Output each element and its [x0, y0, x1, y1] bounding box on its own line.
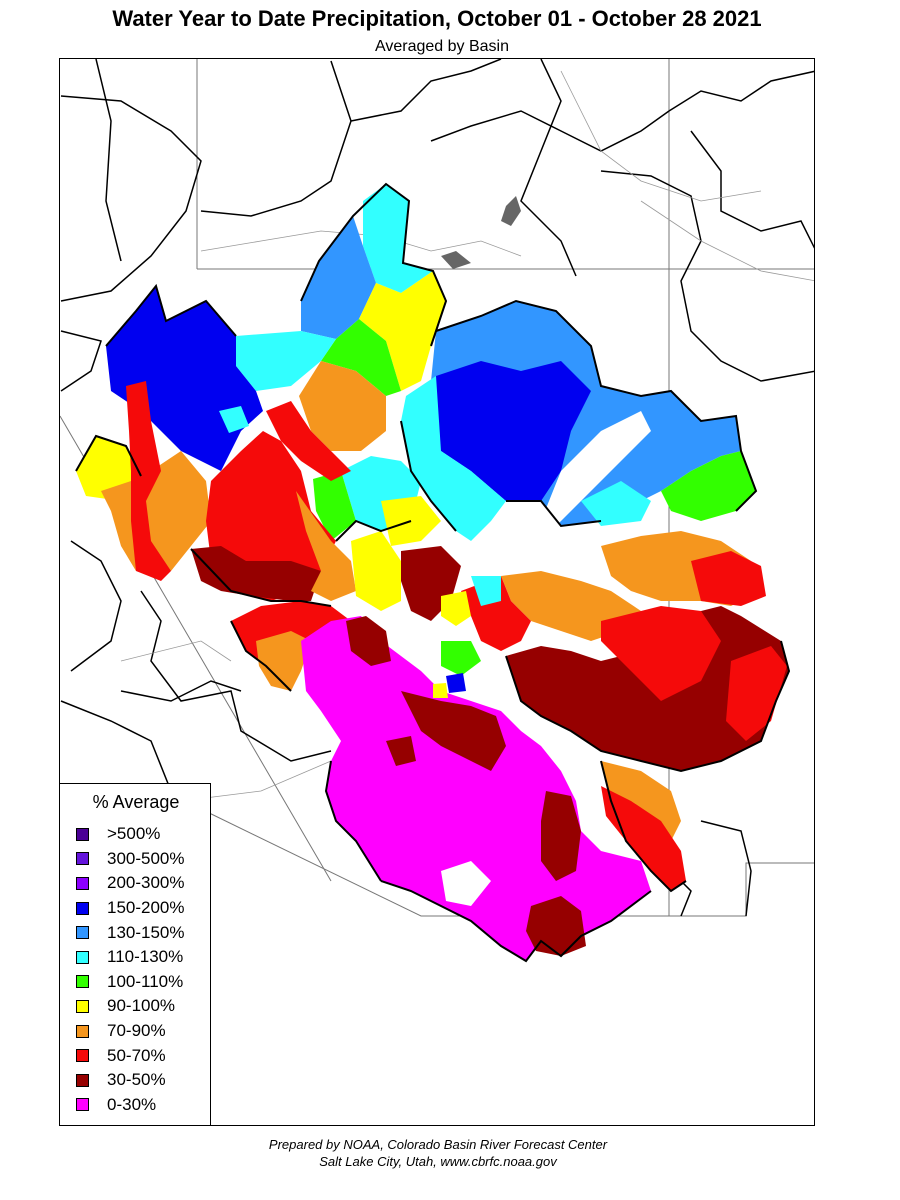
map-title: Water Year to Date Precipitation, Octobe…	[112, 6, 762, 31]
legend-label: 130-150%	[107, 922, 185, 942]
legend-title: % Average	[92, 792, 180, 812]
legend-swatch	[76, 1098, 89, 1112]
legend-swatch	[76, 1024, 89, 1038]
legend-swatch	[76, 950, 89, 964]
legend-label: 110-130%	[107, 947, 184, 967]
legend-label: 150-200%	[107, 898, 185, 918]
legend-item: 90-100%	[76, 994, 185, 1019]
outer-basin-lines	[60, 59, 814, 917]
legend-item: 300-500%	[76, 847, 185, 872]
legend-swatch	[76, 876, 89, 890]
legend-label: 100-110%	[107, 971, 184, 991]
basin-borders	[75, 182, 791, 963]
legend-swatch	[76, 926, 89, 940]
footer-location: Salt Lake City, Utah, www.cbrfc.noaa.gov	[319, 1154, 557, 1169]
legend-label: 90-100%	[107, 996, 176, 1016]
legend-item: 0-30%	[76, 1093, 185, 1118]
footer-credit: Prepared by NOAA, Colorado Basin River F…	[268, 1137, 608, 1152]
legend-label: 50-70%	[107, 1045, 166, 1065]
legend-item: 200-300%	[76, 871, 185, 896]
map-subtitle: Averaged by Basin	[374, 38, 509, 55]
legend-label: 0-30%	[107, 1094, 157, 1114]
legend-item: 50-70%	[76, 1043, 185, 1068]
legend-swatch	[76, 827, 89, 841]
basin-regions	[76, 184, 789, 961]
legend-swatch	[76, 975, 89, 989]
legend-label: >500%	[107, 824, 161, 844]
legend-item: 30-50%	[76, 1068, 185, 1093]
legend-item: 110-130%	[76, 945, 185, 970]
legend-swatch	[76, 999, 89, 1013]
precipitation-map	[60, 59, 814, 963]
legend-swatch	[76, 852, 89, 866]
legend-swatch	[76, 1073, 89, 1087]
legend-label: 70-90%	[107, 1021, 166, 1041]
legend: % Average >500% 300-500% 200-300% 150-20…	[59, 783, 211, 1126]
legend-label: 30-50%	[107, 1070, 166, 1090]
legend-item: 100-110%	[76, 970, 185, 995]
legend-swatch	[76, 901, 89, 915]
legend-item: 130-150%	[76, 920, 185, 945]
legend-item: >500%	[76, 822, 185, 847]
legend-label: 200-300%	[107, 873, 185, 893]
legend-item: 70-90%	[76, 1019, 185, 1044]
legend-items: >500% 300-500% 200-300% 150-200% 130-150…	[76, 822, 185, 1117]
legend-swatch	[76, 1049, 89, 1063]
legend-item: 150-200%	[76, 896, 185, 921]
legend-label: 300-500%	[107, 848, 185, 868]
